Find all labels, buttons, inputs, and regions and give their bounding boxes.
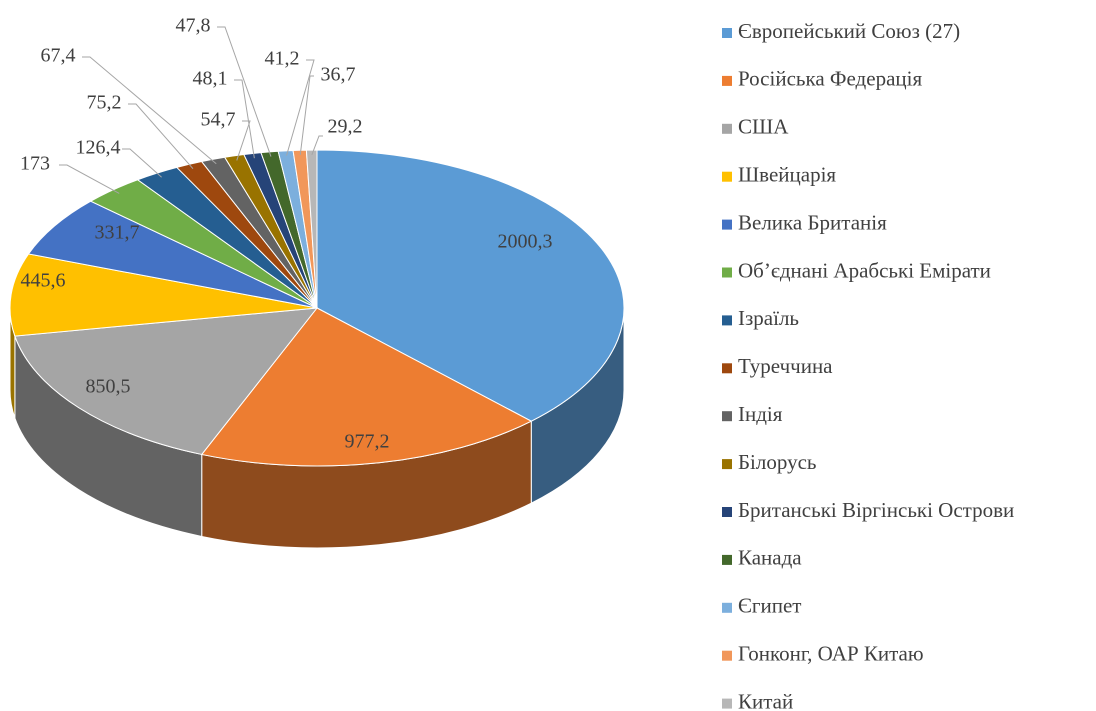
data-label: 29,2 [328,116,363,138]
legend-label: США [738,115,789,139]
data-label: 126,4 [76,137,121,159]
leader-line [217,26,272,157]
legend-marker [722,123,732,134]
leader-line [299,75,314,156]
legend-label: Об’єднані Арабські Емірати [738,258,991,282]
legend-marker [722,602,732,613]
leader-line [234,79,255,159]
legend-label: Європейський Союз (27) [738,19,960,43]
data-label: 36,7 [321,64,356,86]
legend-marker [722,650,732,661]
legend-label: Індія [738,402,783,426]
pie-slice [27,200,318,309]
pie-slice [9,253,318,337]
data-label: 41,2 [265,48,300,70]
pie-slice [14,307,319,455]
legend-marker [722,267,732,278]
data-label: 47,8 [176,15,211,37]
legend-marker [722,315,732,326]
data-label: 75,2 [87,92,122,114]
leader-line [59,164,120,194]
legend-marker [722,219,732,230]
legend-marker [722,554,732,565]
legend-marker [722,171,732,182]
leader-line [311,135,323,155]
leader-line [122,148,162,178]
data-label: 850,5 [86,376,131,398]
legend-marker [722,411,732,422]
leader-line [236,120,251,161]
data-label: 67,4 [41,45,76,67]
legend-label: Китай [738,689,793,711]
legend: Європейський Союз (27) Російська Федераці… [722,19,1014,711]
legend-label: Канада [738,546,802,570]
legend-label: Британські Віргінські Острови [738,498,1014,522]
legend-label: Велика Британія [738,210,887,234]
legend-label: Гонконг, ОАР Китаю [738,642,924,666]
legend-label: Туреччина [738,354,833,378]
legend-label: Швейцарія [738,163,836,187]
data-label: 173 [20,153,50,175]
data-label: 54,7 [201,109,236,131]
pie-slice [316,149,625,422]
data-label: 331,7 [95,222,140,244]
data-label: 48,1 [193,68,228,90]
legend-marker [722,698,732,709]
legend-marker [722,507,732,517]
leader-line [82,56,217,165]
data-label: 977,2 [345,431,390,453]
legend-marker [722,75,732,86]
legend-label: Ізраїль [738,306,799,330]
legend-label: Єгипет [738,594,801,618]
legend-label: Російська Федерація [738,67,922,91]
legend-marker [722,459,732,470]
legend-marker [722,28,732,38]
pie-slice [200,307,533,467]
data-label: 2000,3 [498,231,553,253]
data-label: 445,6 [21,270,66,292]
pie-slice [305,149,318,309]
leader-line [286,59,315,156]
legend-marker [722,363,732,374]
legend-label: Білорусь [738,450,817,474]
leader-line [128,103,194,169]
